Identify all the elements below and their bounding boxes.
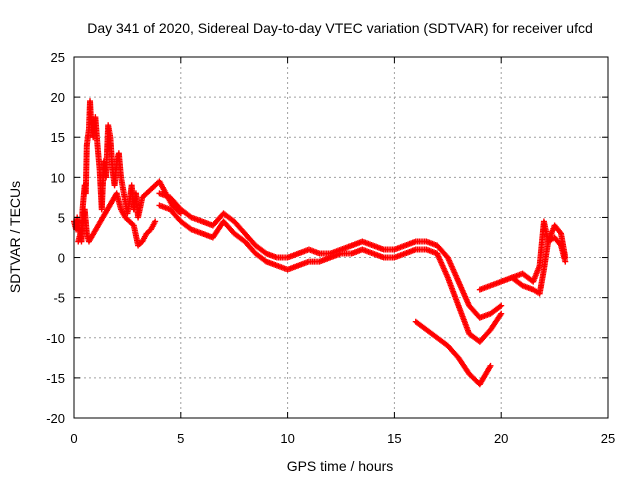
y-tick-label: 25 xyxy=(51,50,65,65)
spike-lower-point xyxy=(152,218,159,225)
y-tick-label: 10 xyxy=(51,170,65,185)
y-axis-label: SDTVAR / TECUs xyxy=(7,181,23,293)
y-tick-label: 15 xyxy=(51,130,65,145)
data-points xyxy=(71,98,569,388)
x-tick-label: 0 xyxy=(70,431,77,446)
y-tick-label: 20 xyxy=(51,90,65,105)
y-tick-label: -10 xyxy=(46,331,65,346)
x-axis-label: GPS time / hours xyxy=(287,458,394,474)
y-axis-ticks: -20 -15 -10 -5 0 5 10 15 20 25 xyxy=(46,50,608,426)
plot-frame xyxy=(73,56,609,419)
x-tick-label: 5 xyxy=(177,431,184,446)
y-tick-label: 5 xyxy=(58,210,65,225)
x-axis-ticks: 0 5 10 15 20 25 xyxy=(70,57,615,446)
x-tick-label: 25 xyxy=(601,431,615,446)
x-tick-label: 10 xyxy=(280,431,294,446)
evening-dip-point xyxy=(487,362,494,369)
x-tick-label: 15 xyxy=(387,431,401,446)
chart-title: Day 341 of 2020, Sidereal Day-to-day VTE… xyxy=(87,20,593,36)
y-tick-label: 0 xyxy=(58,251,65,266)
grid-lines xyxy=(74,57,608,418)
main-lower-point xyxy=(498,310,505,317)
late-lower-point xyxy=(562,258,569,265)
y-tick-label: -20 xyxy=(46,411,65,426)
main-upper-point xyxy=(498,302,505,309)
y-tick-label: -5 xyxy=(53,291,65,306)
y-tick-label: -15 xyxy=(46,371,65,386)
x-tick-label: 20 xyxy=(494,431,508,446)
